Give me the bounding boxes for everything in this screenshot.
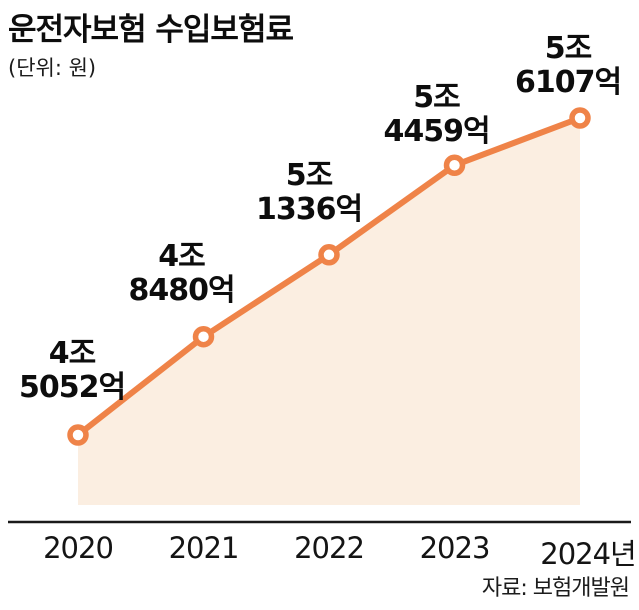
point-label: 5조 4459억: [383, 80, 490, 150]
point-label-line: 4조: [48, 336, 96, 371]
x-axis-label: 2023: [419, 531, 491, 565]
chart-title: 운전자보험 수입보험료: [8, 12, 294, 48]
x-axis-label: 2022: [294, 531, 365, 565]
point-label-line: 4조: [158, 238, 205, 274]
data-point-marker: [192, 325, 215, 348]
point-label: 4조 8480억: [128, 238, 235, 308]
point-label-line: 6107억: [514, 65, 622, 100]
x-axis-label: 2020: [43, 531, 114, 565]
point-label-line: 5052억: [18, 370, 126, 405]
unit-label: (단위: 원): [8, 56, 97, 80]
point-label: 4조 5052억: [18, 336, 126, 405]
x-axis-label: 2024년: [540, 537, 636, 571]
point-label-line: 5조: [285, 157, 333, 193]
point-label-line: 5조: [413, 80, 460, 116]
area-fill: [78, 118, 580, 505]
data-point-marker: [318, 244, 340, 266]
data-point-marker: [67, 424, 89, 446]
point-label: 5조 6107억: [514, 31, 622, 100]
source-label: 자료: 보험개발원: [481, 576, 630, 601]
point-label-line: 4459억: [383, 114, 490, 150]
point-label-line: 5조: [544, 31, 592, 66]
point-label: 5조 1336억: [255, 157, 363, 227]
data-point-marker: [443, 154, 466, 177]
data-point-marker: [569, 107, 591, 129]
x-axis-label: 2021: [168, 531, 240, 565]
point-label-line: 8480억: [128, 272, 235, 308]
point-label-line: 1336억: [255, 191, 363, 227]
